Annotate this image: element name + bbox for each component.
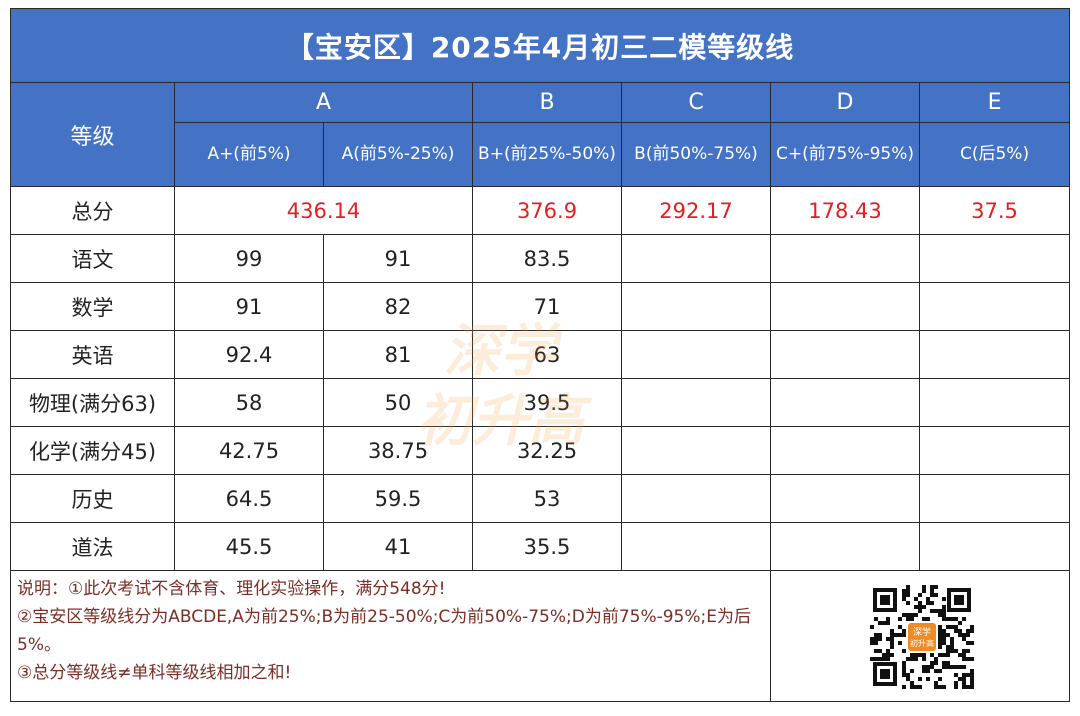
sub-header-a: A(前5%-25%) [323, 122, 473, 187]
cell-a-plus: 45.5 [174, 522, 324, 571]
cell-empty [621, 378, 771, 427]
cell-empty [621, 426, 771, 475]
cell-empty [918, 282, 1071, 331]
table-row: 数学 91 82 71 [10, 282, 1071, 331]
qr-cell: 深学 初升高 [769, 570, 1071, 702]
cell-a: 41 [323, 522, 473, 571]
cell-b-plus: 35.5 [472, 522, 622, 571]
cell-a: 82 [323, 282, 473, 331]
cell-b-plus: 71 [472, 282, 622, 331]
cell-a-plus: 91 [174, 282, 324, 331]
subject-label: 数学 [10, 282, 175, 331]
cell-a: 91 [323, 234, 473, 283]
cell-empty [918, 378, 1071, 427]
sub-header-a-plus: A+(前5%) [174, 122, 324, 187]
note-line: ②宝安区等级线分为ABCDE,A为前25%;B为前25-50%;C为前50%-7… [17, 607, 751, 655]
cell-empty [770, 234, 920, 283]
cell-a-plus: 58 [174, 378, 324, 427]
table-row: 化学(满分45) 42.75 38.75 32.25 [10, 426, 1071, 475]
cell-a-plus: 92.4 [174, 330, 324, 379]
total-b: 376.9 [472, 186, 622, 235]
cell-a: 59.5 [323, 474, 473, 523]
cell-b-plus: 39.5 [472, 378, 622, 427]
cell-b-plus: 63 [472, 330, 622, 379]
grade-header: 等级 [10, 82, 175, 187]
cell-empty [621, 474, 771, 523]
cell-empty [918, 426, 1071, 475]
group-header-a: A [174, 82, 473, 123]
sub-header-b-plus: B+(前25%-50%) [472, 122, 622, 187]
cell-a-plus: 64.5 [174, 474, 324, 523]
table-row: 物理(满分63) 58 50 39.5 [10, 378, 1071, 427]
cell-empty [770, 282, 920, 331]
subject-label: 化学(满分45) [10, 426, 175, 475]
cell-a: 81 [323, 330, 473, 379]
cell-empty [918, 474, 1071, 523]
cell-empty [770, 330, 920, 379]
notes: 说明：①此次考试不含体育、理化实验操作，满分548分! ②宝安区等级线分为ABC… [10, 570, 771, 702]
table-row: 道法 45.5 41 35.5 [10, 522, 1071, 571]
qr-code-icon: 深学 初升高 [870, 585, 974, 689]
cell-a-plus: 42.75 [174, 426, 324, 475]
cell-b-plus: 32.25 [472, 426, 622, 475]
cell-b-plus: 83.5 [472, 234, 622, 283]
total-d: 178.43 [770, 186, 920, 235]
total-row: 总分 436.14 376.9 292.17 178.43 37.5 [10, 186, 1071, 235]
group-header-b: B [472, 82, 622, 123]
cell-empty [621, 522, 771, 571]
cell-empty [770, 474, 920, 523]
total-e: 37.5 [918, 186, 1071, 235]
subject-label: 语文 [10, 234, 175, 283]
cell-empty [770, 426, 920, 475]
cell-empty [918, 522, 1071, 571]
subject-label: 历史 [10, 474, 175, 523]
cell-empty [918, 330, 1071, 379]
cell-empty [770, 522, 920, 571]
note-line: ③总分等级线≠单科等级线相加之和! [17, 663, 292, 683]
cell-a-plus: 99 [174, 234, 324, 283]
subject-label: 英语 [10, 330, 175, 379]
table-row: 历史 64.5 59.5 53 [10, 474, 1071, 523]
cell-empty [621, 330, 771, 379]
qr-logo-line1: 深学 [913, 626, 931, 638]
qr-logo-line2: 初升高 [910, 638, 934, 648]
grade-table: 【宝安区】2025年4月初三二模等级线 等级 A B C D E A+(前5%)… [9, 8, 1071, 702]
table-row: 语文 99 91 83.5 [10, 234, 1071, 283]
page-title: 【宝安区】2025年4月初三二模等级线 [9, 8, 1071, 83]
total-c: 292.17 [621, 186, 771, 235]
sub-header-c: C(后5%) [918, 122, 1071, 187]
cell-a: 38.75 [323, 426, 473, 475]
group-header-e: E [918, 82, 1071, 123]
note-line: 说明：①此次考试不含体育、理化实验操作，满分548分! [17, 579, 446, 599]
total-a: 436.14 [174, 186, 473, 235]
cell-empty [621, 234, 771, 283]
cell-b-plus: 53 [472, 474, 622, 523]
cell-a: 50 [323, 378, 473, 427]
cell-empty [918, 234, 1071, 283]
subject-label: 物理(满分63) [10, 378, 175, 427]
sub-header-b: B(前50%-75%) [621, 122, 771, 187]
group-header-d: D [770, 82, 920, 123]
subject-label: 道法 [10, 522, 175, 571]
sub-header-c-plus: C+(前75%-95%) [770, 122, 920, 187]
cell-empty [621, 282, 771, 331]
cell-empty [770, 378, 920, 427]
total-label: 总分 [10, 186, 175, 235]
group-header-c: C [621, 82, 771, 123]
table-row: 英语 92.4 81 63 [10, 330, 1071, 379]
